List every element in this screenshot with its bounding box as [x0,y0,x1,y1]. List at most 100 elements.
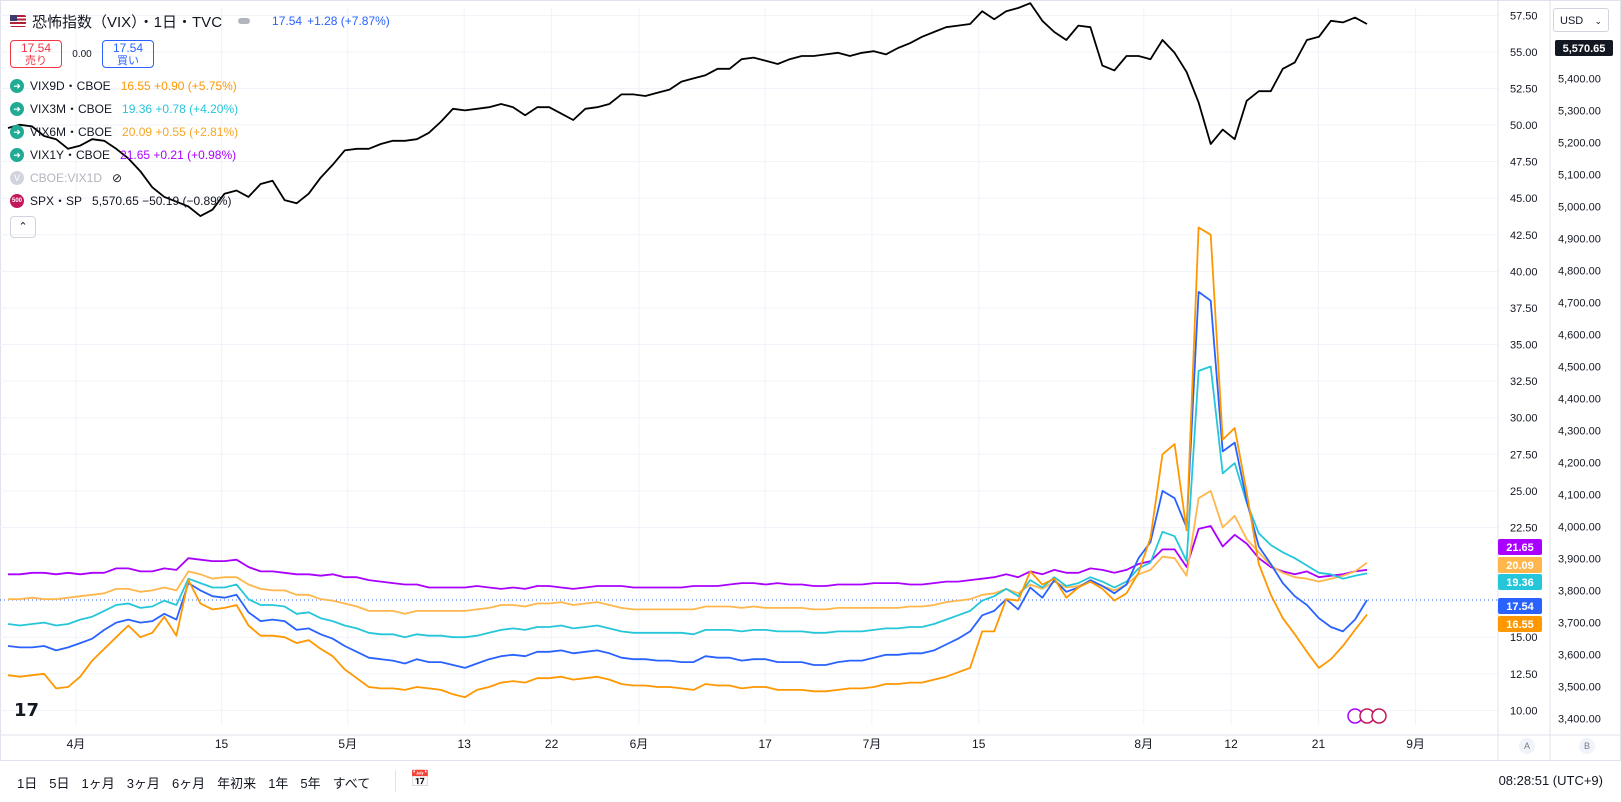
buy-button[interactable]: 17.54 買い [102,40,154,68]
left-axis-tick-label: 25.00 [1510,486,1538,498]
right-axis-tick-label: 5,200.00 [1558,137,1601,149]
left-axis-tick-label: 27.50 [1510,449,1538,461]
x-axis-tick-label: 6月 [630,737,649,751]
price-label-bg [1498,539,1542,555]
left-axis-tick-label: 30.00 [1510,413,1538,425]
time-range-button[interactable]: 6ヶ月 [171,776,206,791]
spx-500-icon: 500 [10,193,24,208]
x-axis-tick-label: 12 [1224,737,1238,751]
sell-button[interactable]: 17.54 売り [10,40,62,68]
tradingview-logo-icon: 17 [14,700,40,721]
series-v-icon: V [10,170,24,185]
right-axis-tick-label: 4,700.00 [1558,297,1601,309]
left-axis-tick-label: 50.00 [1510,120,1538,132]
price-label-bg [1498,574,1542,590]
time-range-button[interactable]: すべて [332,776,371,791]
price-label: 21.65 [1506,542,1534,554]
divider [395,770,396,792]
left-axis-tick-label: 40.00 [1510,266,1538,278]
chart-legend: 恐怖指数（VIX）・1日・TVC 17.54 +1.28 (+7.87%) 17… [10,10,390,238]
right-axis-tick-label: 4,500.00 [1558,362,1601,374]
left-axis-tick-label: 37.50 [1510,303,1538,315]
legend-row-vix9d[interactable]: ➜ VIX9D・CBOE 16.55 +0.90 (+5.75%) [10,74,390,97]
visibility-toggle-icon[interactable] [238,18,251,24]
right-axis-tick-label: 5,000.00 [1558,201,1601,213]
left-axis-tick-label: 45.00 [1510,193,1538,205]
time-range-button[interactable]: 5年 [300,776,321,791]
price-label-bg [1555,40,1613,56]
x-axis-tick-label: 17 [758,737,772,751]
price-label-bg [1498,598,1542,614]
price-label: 17.54 [1506,601,1534,613]
collapse-legend-button[interactable]: ⌃ [10,216,36,238]
legend-row-vix6m[interactable]: ➜ VIX6M・CBOE 20.09 +0.55 (+2.81%) [10,120,390,143]
series-values: 20.09 +0.55 (+2.81%) [122,124,239,139]
price-label-bg [1498,557,1542,573]
calendar-goto-icon[interactable]: 📅 [410,771,430,788]
right-axis-tick-label: 4,800.00 [1558,265,1601,277]
series-name: CBOE:VIX1D [30,170,103,185]
symbol-price: 17.54 [272,14,303,28]
price-label: 16.55 [1506,619,1534,631]
left-axis-tick-label: 47.50 [1510,157,1538,169]
right-axis-tick-label: 4,100.00 [1558,490,1601,502]
series-arrow-icon: ➜ [10,101,24,116]
series-arrow-icon: ➜ [10,124,24,139]
time-range-button[interactable]: 1ヶ月 [81,776,115,791]
series-line-vix9d [7,226,1368,699]
right-axis-tick-label: 4,000.00 [1558,522,1601,534]
right-axis-tick-label: 5,300.00 [1558,105,1601,117]
trade-panel: 17.54 売り 0.00 17.54 買い [10,38,390,70]
symbol-title[interactable]: 恐怖指数（VIX）・1日・TVC 17.54 +1.28 (+7.87%) [10,10,390,32]
scale-b-button[interactable]: B [1579,738,1595,754]
hidden-eye-icon[interactable]: ⊘ [112,170,123,185]
legend-row-vix1d[interactable]: V CBOE:VIX1D ⊘ [10,166,390,189]
series-arrow-icon: ➜ [10,78,24,93]
series-values: 19.36 +0.78 (+4.20%) [122,101,239,116]
currency-label: USD [1560,15,1584,27]
series-name: VIX6M・CBOE [30,125,113,139]
scale-a-button[interactable]: A [1519,738,1535,754]
time-range-button[interactable]: 年初来 [217,776,257,791]
series-values: 21.65 +0.21 (+0.98%) [120,147,237,162]
overlay-legend-list: ➜ VIX9D・CBOE 16.55 +0.90 (+5.75%) ➜ VIX3… [10,74,390,238]
right-axis-tick-label: 3,600.00 [1558,650,1601,662]
us-flag-icon [10,15,26,27]
buy-label: 買い [117,55,139,67]
right-axis-tick-label: 4,900.00 [1558,233,1601,245]
price-labels: 5,570.65 21.65 20.09 19.36 17.54 16.55 [1498,40,1613,632]
time-range-list: 1日 5日 1ヶ月 3ヶ月 6ヶ月 年初来 1年 5年 すべて [17,773,382,792]
currency-select[interactable]: USD ⌄ [1553,8,1609,32]
series-name: VIX9D・CBOE [30,79,111,93]
right-axis-tick-label: 3,500.00 [1558,682,1601,694]
time-range-button[interactable]: 1日 [17,776,38,791]
bottom-toolbar: 1日 5日 1ヶ月 3ヶ月 6ヶ月 年初来 1年 5年 すべて 📅 08:28:51 (UTC+… [0,760,1621,802]
series-line-vix6m [8,489,1368,615]
left-axis-tick-label: 55.00 [1510,47,1538,59]
right-axis-tick-label: 3,800.00 [1558,586,1601,598]
price-label-bg [1498,616,1542,632]
right-axis-tick-label: 5,100.00 [1558,169,1601,181]
spread-value: 0.00 [72,48,92,60]
right-axis-tick-label: 4,600.00 [1558,329,1601,341]
left-axis-tick-label: 52.50 [1510,83,1538,95]
x-axis-tick-label: 13 [458,737,472,751]
series-name: VIX1Y・CBOE [30,148,111,162]
price-label: 5,570.65 [1563,43,1606,55]
time-range-button[interactable]: 1年 [268,776,289,791]
x-axis-tick-label: 8月 [1134,737,1153,751]
time-range-button[interactable]: 3ヶ月 [126,776,160,791]
right-axis-tick-label: 3,900.00 [1558,554,1601,566]
series-end-icons [1347,708,1387,724]
series-name: SPX・SP [30,194,83,208]
clock-display: 08:28:51 (UTC+9) [1498,773,1603,788]
time-range-button[interactable]: 5日 [49,776,70,791]
legend-row-spx[interactable]: 500 SPX・SP 5,570.65 −50.19 (−0.89%) [10,189,390,212]
right-axis-tick-label: 4,400.00 [1558,394,1601,406]
legend-row-vix1y[interactable]: ➜ VIX1Y・CBOE 21.65 +0.21 (+0.98%) [10,143,390,166]
legend-row-vix3m[interactable]: ➜ VIX3M・CBOE 19.36 +0.78 (+4.20%) [10,97,390,120]
right-axis-tick-label: 4,300.00 [1558,426,1601,438]
x-axis-tick-label: 15 [215,737,229,751]
sell-label: 売り [25,55,47,67]
